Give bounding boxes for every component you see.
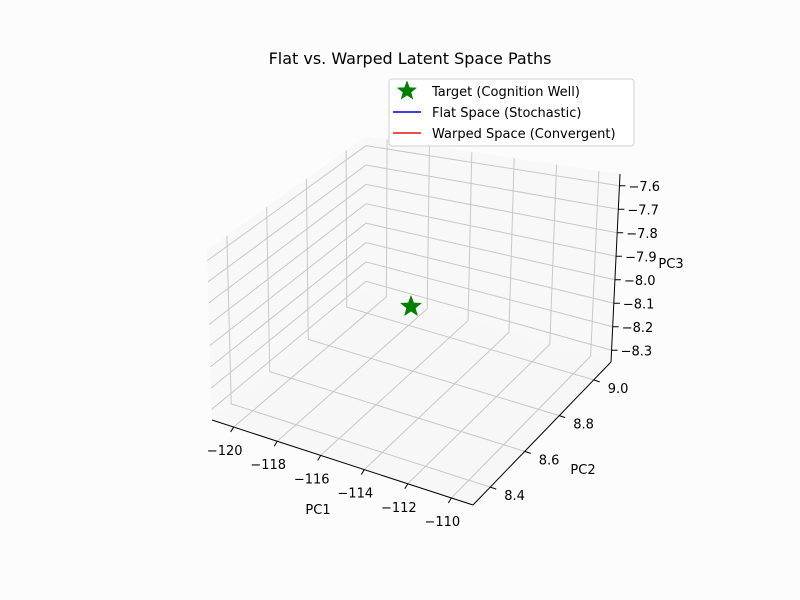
- z-tick-label: −8.2: [622, 321, 654, 336]
- gridline-x: [320, 151, 473, 456]
- x-tick: [360, 469, 365, 475]
- z-axis-label: PC3: [658, 257, 683, 272]
- target-star-marker: [399, 294, 423, 317]
- y-tick: [490, 486, 497, 490]
- gridline-z: [208, 203, 617, 325]
- data-marks: [399, 294, 423, 317]
- legend: Target (Cognition Well) Flat Space (Stoch…: [388, 78, 635, 147]
- gridline-z: [209, 222, 616, 347]
- gridline-x: [276, 145, 430, 442]
- legend-label: Target (Cognition Well): [431, 85, 580, 100]
- x-axis-line: [211, 419, 474, 506]
- legend-box: [388, 78, 635, 147]
- gridline-z: [207, 164, 619, 283]
- y-axis-label: PC2: [570, 463, 595, 478]
- x-tick-label: −116: [294, 472, 330, 487]
- gridline-x: [233, 139, 388, 428]
- y-tick-label: 8.4: [504, 489, 525, 504]
- x-tick-label: −114: [337, 487, 373, 502]
- gridline-z: [210, 242, 614, 368]
- chart-title: Flat vs. Warped Latent Space Paths: [269, 49, 552, 68]
- y-tick: [559, 415, 566, 419]
- y-tick: [524, 450, 531, 454]
- x-tick: [447, 497, 452, 504]
- x-axis-label: PC1: [305, 503, 330, 518]
- y-tick-label: 8.8: [573, 418, 594, 433]
- gridline-z: [210, 261, 613, 389]
- back-pane-left: [207, 136, 366, 420]
- y-axis-line: [472, 361, 612, 506]
- y-tick-label: 9.0: [608, 382, 629, 397]
- axes: −120 −118 −116 −114 −112 −110 8.4 8.6 8.8 9.0 −7.6…: [207, 173, 684, 530]
- gridline-z: [211, 280, 612, 410]
- y-tick: [593, 379, 600, 383]
- floor-pane: [212, 291, 611, 505]
- gridline-z: [207, 145, 620, 262]
- x-tick-label: −118: [250, 458, 286, 473]
- z-tick-label: −7.9: [625, 250, 657, 265]
- z-tick-label: −8.1: [623, 297, 655, 312]
- x-tick-label: −120: [207, 444, 243, 459]
- legend-label: Flat Space (Stochastic): [432, 106, 581, 121]
- y-tick-label: 8.6: [539, 453, 560, 468]
- gridlines: [207, 136, 620, 505]
- x-tick: [230, 426, 235, 433]
- z-tick-label: −8.0: [624, 274, 656, 289]
- z-axis-line: [610, 173, 621, 363]
- x-tick-label: −110: [424, 515, 460, 530]
- z-tick-label: −7.8: [626, 227, 658, 242]
- gridline-x: [450, 170, 600, 499]
- z-tick-label: −7.6: [628, 180, 660, 195]
- gridline-x: [363, 158, 515, 470]
- gridline-y: [305, 178, 560, 417]
- z-tick-label: −7.7: [627, 203, 659, 218]
- gridline-y: [266, 207, 525, 452]
- x-tick: [273, 440, 278, 447]
- z-tick-label: −8.3: [621, 344, 653, 359]
- gridline-y: [226, 235, 491, 488]
- x-tick: [317, 455, 322, 461]
- gridline-x: [407, 164, 558, 485]
- back-pane-right: [366, 136, 620, 362]
- legend-star-icon: [396, 80, 418, 100]
- legend-label: Warped Space (Convergent): [432, 127, 616, 142]
- gridline-y: [345, 150, 594, 381]
- gridline-z: [208, 183, 618, 304]
- x-tick-label: −112: [381, 501, 417, 516]
- x-tick: [404, 483, 409, 490]
